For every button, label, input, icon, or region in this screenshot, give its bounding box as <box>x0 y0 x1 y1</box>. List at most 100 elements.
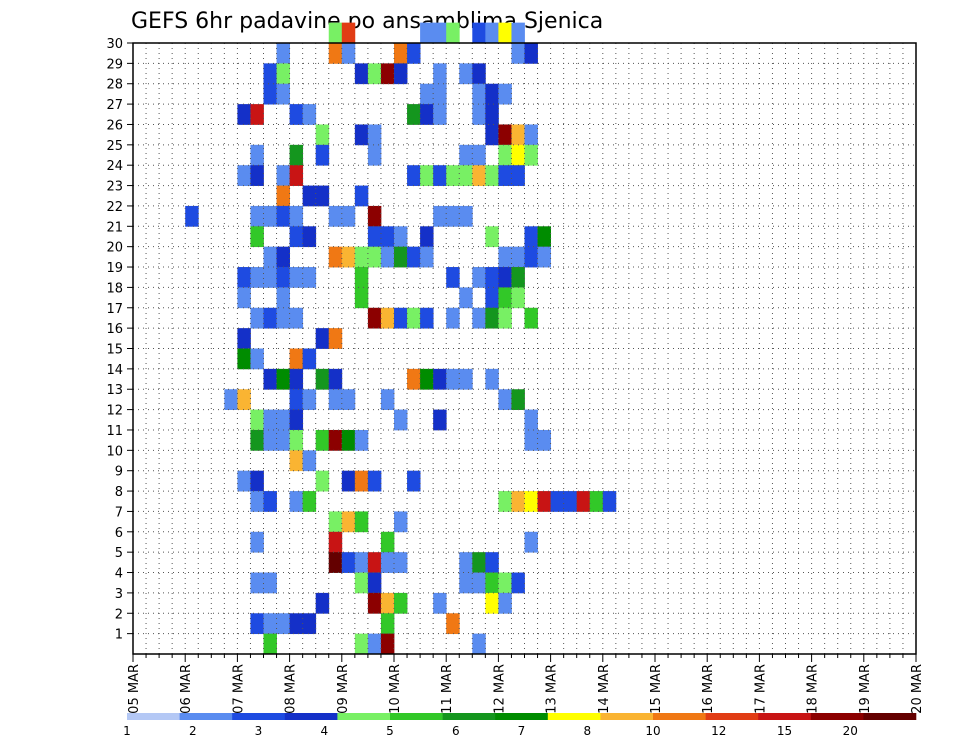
heatmap-cell <box>367 572 382 594</box>
heatmap-cell <box>420 368 434 390</box>
heatmap-cell <box>511 165 525 186</box>
heatmap-cell <box>276 267 290 288</box>
heatmap-cell <box>237 470 251 492</box>
heatmap-cell <box>498 267 512 288</box>
heatmap-cell <box>433 104 447 125</box>
heatmap-cell <box>276 63 290 85</box>
heatmap-cell <box>433 409 447 431</box>
heatmap-cell <box>472 63 486 85</box>
heatmap-cell <box>263 409 277 431</box>
heatmap-cell <box>511 144 525 166</box>
heatmap-cell <box>250 531 264 553</box>
heatmap-cell <box>459 165 473 186</box>
heatmap-cell <box>498 572 512 594</box>
heatmap-cell <box>511 124 525 146</box>
heatmap-cell <box>446 613 460 635</box>
heatmap-cell <box>328 389 343 410</box>
heatmap-cell <box>289 368 304 390</box>
heatmap-cell <box>341 470 356 492</box>
heatmap-cell <box>250 613 264 635</box>
heatmap-cell <box>302 389 317 410</box>
heatmap-cell <box>511 246 525 268</box>
heatmap-cell <box>315 592 330 614</box>
heatmap-cell <box>407 368 421 390</box>
heatmap-cell <box>354 185 369 207</box>
heatmap-cell <box>407 165 421 186</box>
y-tick-label: 4 <box>115 567 123 582</box>
heatmap-cell <box>420 104 434 125</box>
heatmap-cell <box>498 307 512 329</box>
heatmap-cell <box>394 592 408 614</box>
heatmap-cell <box>394 409 408 431</box>
heatmap-cell <box>485 267 499 288</box>
heatmap-cell <box>420 226 434 248</box>
x-tick-label: 13 MAR <box>545 664 560 714</box>
legend-label: 6 <box>452 724 460 738</box>
x-tick-label: 09 MAR <box>336 664 351 714</box>
heatmap-cell <box>302 185 317 207</box>
heatmap-cell <box>315 185 330 207</box>
x-tick-label: 18 MAR <box>806 664 821 714</box>
legend-label: 5 <box>386 724 394 738</box>
legend-label: 15 <box>777 724 792 738</box>
heatmap-cell <box>380 389 395 410</box>
heatmap-cell <box>276 409 290 431</box>
heatmap-cell <box>511 572 525 594</box>
heatmap-cell <box>446 267 460 288</box>
heatmap-cell <box>367 470 382 492</box>
legend-label: 12 <box>711 724 726 738</box>
heatmap-cell <box>446 22 460 44</box>
heatmap-cell <box>433 83 447 105</box>
heatmap-cell <box>276 368 290 390</box>
heatmap-cell <box>185 205 199 227</box>
heatmap-cell <box>498 165 512 186</box>
heatmap-cell <box>472 552 486 573</box>
heatmap-cell <box>524 226 538 248</box>
heatmap-cell <box>367 205 382 227</box>
heatmap-cell <box>380 613 395 635</box>
heatmap-cell <box>250 144 264 166</box>
heatmap-cell <box>380 531 395 553</box>
heatmap-cell <box>341 429 356 451</box>
legend-swatch <box>863 713 917 720</box>
heatmap-cell <box>289 389 304 410</box>
heatmap-cell <box>380 592 395 614</box>
heatmap-cell <box>250 307 264 329</box>
heatmap-cell <box>237 328 251 349</box>
heatmap-cell <box>380 552 395 573</box>
heatmap-cell <box>302 267 317 288</box>
heatmap-cell <box>328 246 343 268</box>
heatmap-cell <box>341 552 356 573</box>
heatmap-cell <box>394 246 408 268</box>
heatmap-cell <box>537 246 551 268</box>
heatmap-cell <box>263 613 277 635</box>
heatmap-cell <box>276 205 290 227</box>
chart-title: GEFS 6hr padavine po ansamblima Sjenica <box>131 9 603 34</box>
heatmap-cell <box>498 144 512 166</box>
legend-label: 20 <box>843 724 858 738</box>
heatmap-cell <box>367 144 382 166</box>
heatmap-cell <box>250 409 264 431</box>
heatmap-cell <box>263 572 277 594</box>
y-tick-label: 15 <box>106 343 123 358</box>
heatmap-cell <box>289 144 304 166</box>
y-tick-label: 30 <box>106 37 123 52</box>
heatmap-cell <box>485 83 499 105</box>
heatmap-cell <box>276 287 290 309</box>
x-tick-label: 17 MAR <box>753 664 768 714</box>
heatmap-cell <box>524 124 538 146</box>
x-tick-label: 19 MAR <box>858 664 873 714</box>
heatmap-cell <box>407 307 421 329</box>
heatmap-cell <box>289 450 304 472</box>
heatmap-cell <box>263 267 277 288</box>
heatmap-cell <box>276 165 290 186</box>
heatmap-cell <box>498 592 512 614</box>
legend-swatch <box>653 713 706 720</box>
legend-swatch <box>600 713 654 720</box>
heatmap-cell <box>354 429 369 451</box>
y-tick-label: 9 <box>115 465 123 480</box>
heatmap-cell <box>250 104 264 125</box>
heatmap-cell <box>394 511 408 533</box>
heatmap-cell <box>394 63 408 85</box>
heatmap-cell <box>524 144 538 166</box>
